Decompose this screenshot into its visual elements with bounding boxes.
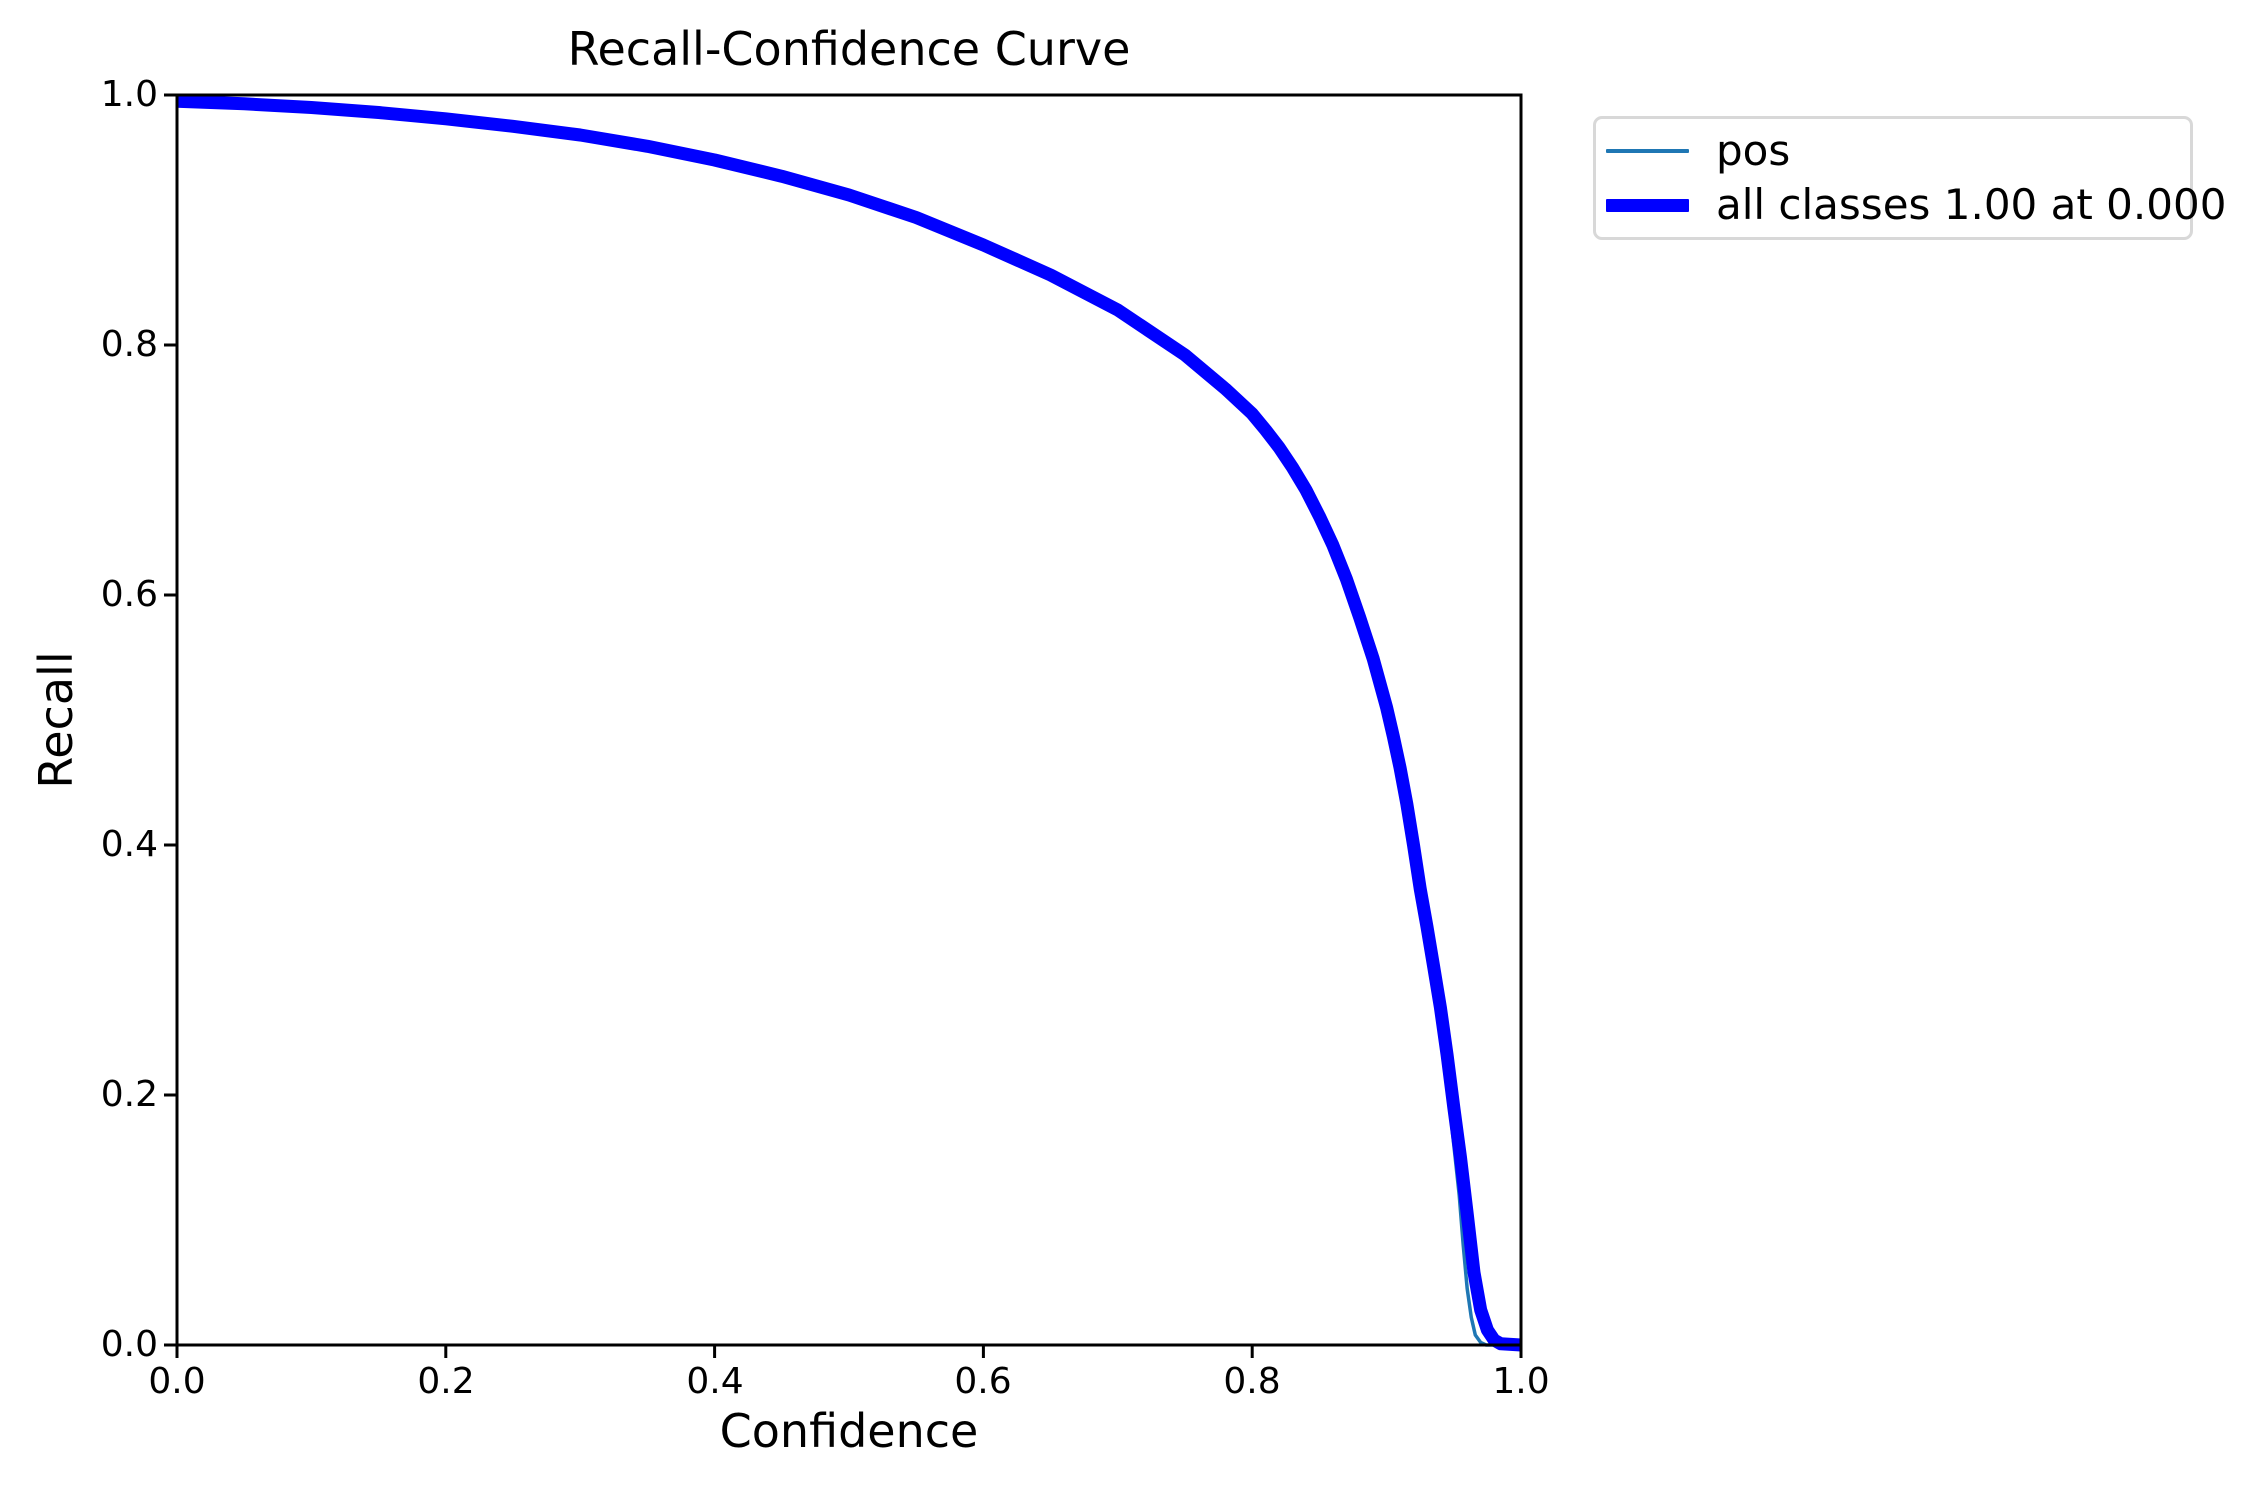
x-axis-label: Confidence (719, 1404, 979, 1458)
chart-title: Recall-Confidence Curve (567, 22, 1131, 76)
y-tick-label-0: 0.0 (100, 1324, 158, 1365)
legend: pos all classes 1.00 at 0.000 (1593, 116, 2226, 240)
x-tick-label-0: 0.0 (148, 1361, 206, 1402)
y-tick-label-5: 1.0 (100, 74, 158, 115)
legend-label-pos: pos (1716, 126, 1791, 175)
y-tick-label-1: 0.2 (100, 1074, 158, 1115)
legend-line-sample-pos (1606, 149, 1689, 153)
y-tick-label-2: 0.4 (100, 824, 158, 865)
curve-pos (176, 99, 1521, 1347)
curve-all-classes-1-00-at-0-000 (176, 94, 1522, 1352)
y-tick-label-4: 0.8 (100, 324, 158, 365)
legend-item-pos: pos (1596, 125, 2190, 177)
x-tick-label-3: 0.6 (954, 1361, 1012, 1402)
x-tick-label-1: 0.2 (417, 1361, 475, 1402)
legend-label-all-classes: all classes 1.00 at 0.000 (1716, 180, 2227, 229)
legend-item-all-classes: all classes 1.00 at 0.000 (1596, 179, 2226, 231)
x-tick-label-2: 0.4 (686, 1361, 744, 1402)
legend-line-sample-all-classes (1606, 198, 1689, 212)
y-axis-label: Recall (29, 651, 83, 789)
x-tick-label-4: 0.8 (1223, 1361, 1281, 1402)
x-tick-label-5: 1.0 (1492, 1361, 1550, 1402)
axes-spines (175, 93, 1523, 1347)
y-tick-label-3: 0.6 (100, 574, 158, 615)
